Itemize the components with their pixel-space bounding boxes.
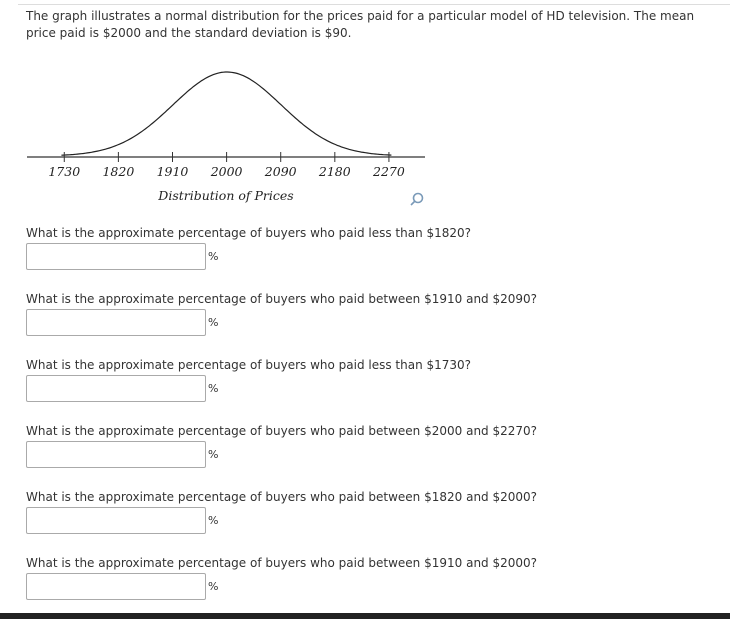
divider bbox=[18, 4, 730, 5]
answer-input[interactable] bbox=[26, 573, 206, 600]
curve bbox=[61, 71, 392, 156]
bottom-bar bbox=[0, 613, 730, 619]
question: What is the approximate percentage of bu… bbox=[26, 292, 538, 336]
question: What is the approximate percentage of bu… bbox=[26, 424, 538, 468]
question: What is the approximate percentage of bu… bbox=[26, 556, 538, 600]
x-tick-label: 1910 bbox=[157, 164, 189, 179]
question: What is the approximate percentage of bu… bbox=[26, 226, 472, 270]
x-tick-label: 2090 bbox=[264, 164, 297, 179]
chart: Distribution of Prices 1730 1820 1910 2000 2… bbox=[27, 71, 425, 206]
x-tick-label: 2270 bbox=[372, 164, 405, 179]
answer-input[interactable] bbox=[26, 375, 206, 402]
unit-label: % bbox=[208, 448, 219, 461]
x-axis-label: Distribution of Prices bbox=[157, 188, 293, 203]
unit-label: % bbox=[208, 514, 219, 527]
answer-input[interactable] bbox=[26, 441, 206, 468]
unit-label: % bbox=[208, 316, 219, 329]
intro-text: The graph illustrates a normal distribut… bbox=[26, 9, 695, 40]
unit-label: % bbox=[208, 580, 219, 593]
question-text: What is the approximate percentage of bu… bbox=[26, 424, 538, 438]
question: What is the approximate percentage of bu… bbox=[26, 358, 472, 402]
unit-label: % bbox=[208, 250, 219, 263]
question-text: What is the approximate percentage of bu… bbox=[26, 292, 538, 306]
question-text: What is the approximate percentage of bu… bbox=[26, 226, 472, 240]
unit-label: % bbox=[208, 382, 219, 395]
answer-input[interactable] bbox=[26, 243, 206, 270]
question-text: What is the approximate percentage of bu… bbox=[26, 358, 472, 372]
x-tick-label: 2180 bbox=[318, 164, 351, 179]
question-text: What is the approximate percentage of bu… bbox=[26, 490, 538, 504]
question-text: What is the approximate percentage of bu… bbox=[26, 556, 538, 570]
x-tick-label: 2000 bbox=[210, 164, 243, 179]
x-tick-label: 1730 bbox=[48, 164, 80, 179]
answer-input[interactable] bbox=[26, 507, 206, 534]
zoom-icon[interactable] bbox=[410, 192, 424, 206]
x-tick-label: 1820 bbox=[102, 164, 134, 179]
question: What is the approximate percentage of bu… bbox=[26, 490, 538, 534]
answer-input[interactable] bbox=[26, 309, 206, 336]
